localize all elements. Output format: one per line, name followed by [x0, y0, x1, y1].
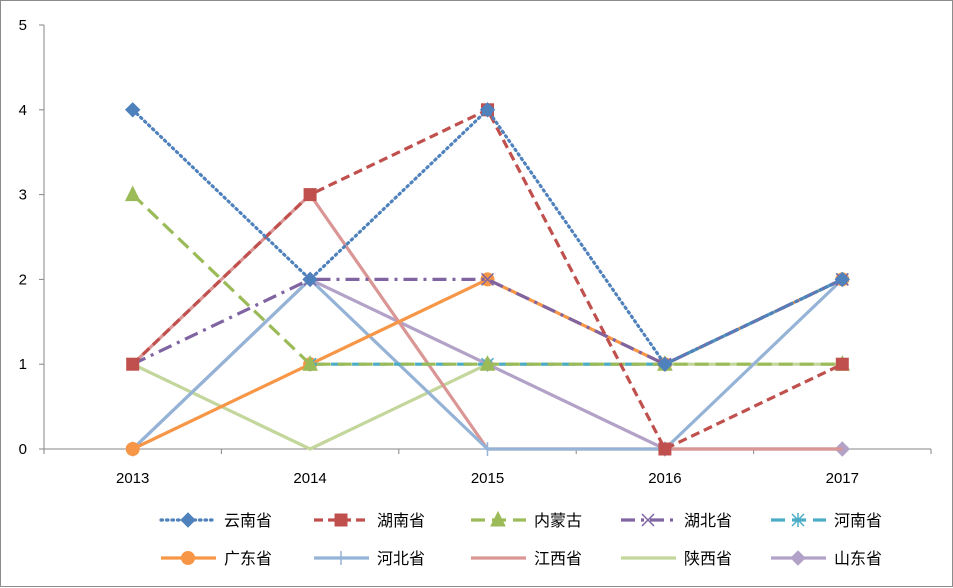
series-line — [132, 277, 843, 366]
legend-swatch-marker — [641, 513, 655, 527]
legend-item: 河南省 — [771, 511, 882, 530]
legend-swatch-marker — [180, 512, 196, 528]
legend-item: 云南省 — [159, 511, 272, 530]
legend-item: 河北省 — [314, 549, 425, 568]
legend-item: 陕西省 — [621, 549, 732, 568]
data-point — [302, 355, 318, 371]
legend-item: 内蒙古 — [471, 510, 582, 530]
axes: 0 1 2 3 4 5 2013 2014 2015 2016 2017 — [19, 17, 932, 487]
data-point — [303, 188, 317, 202]
x-tick-label: 2017 — [826, 470, 859, 487]
data-point — [479, 102, 496, 118]
data-point — [835, 357, 849, 371]
y-tick-label: 1 — [19, 356, 27, 373]
legend-swatch-marker — [490, 510, 506, 527]
data-point — [480, 272, 495, 286]
y-tick-label: 3 — [19, 187, 27, 204]
data-point — [658, 442, 672, 456]
series-line — [132, 362, 843, 451]
legend-swatch-marker — [334, 551, 348, 565]
data-point — [657, 356, 673, 372]
series-8 — [132, 362, 843, 451]
legend-label: 山东省 — [834, 549, 882, 568]
legend-label: 陕西省 — [684, 549, 732, 568]
legend-label: 湖北省 — [684, 511, 732, 530]
legend-label: 河北省 — [377, 549, 425, 568]
legend-label: 广东省 — [224, 549, 272, 568]
data-point — [124, 185, 141, 202]
legend-item: 山东省 — [771, 549, 882, 568]
data-point — [480, 442, 495, 456]
x-tick-label: 2014 — [293, 470, 326, 487]
legend-label: 江西省 — [534, 549, 582, 568]
data-point — [302, 271, 318, 288]
legend-label: 云南省 — [224, 511, 272, 530]
legend-swatch-marker — [791, 513, 805, 527]
series-7 — [131, 193, 843, 451]
y-tick-label: 4 — [19, 102, 27, 119]
marker-stroke — [641, 513, 655, 527]
data-point — [125, 442, 140, 456]
series-0 — [124, 102, 851, 372]
legend-swatch-marker — [181, 551, 195, 565]
legend-item: 湖南省 — [314, 511, 425, 530]
legend-item: 江西省 — [471, 549, 582, 568]
legend-label: 河南省 — [834, 511, 882, 530]
series-line — [131, 193, 843, 451]
data-point — [834, 271, 851, 288]
x-tick-label: 2016 — [648, 470, 681, 487]
x-tick-label: 2013 — [116, 470, 149, 487]
legend-item: 湖北省 — [621, 511, 732, 530]
legend-swatch-marker — [334, 513, 348, 527]
data-point — [124, 102, 141, 118]
data-point — [126, 357, 140, 371]
data-point — [479, 355, 496, 371]
y-tick-label: 5 — [19, 17, 27, 34]
legend-label: 湖南省 — [377, 511, 425, 530]
x-tick-label: 2015 — [471, 470, 504, 487]
legend-item: 广东省 — [161, 549, 272, 568]
y-tick-label: 0 — [19, 441, 27, 458]
series-layer — [124, 102, 851, 457]
legend-label: 内蒙古 — [534, 511, 582, 530]
series-line — [131, 108, 844, 366]
legend-swatch-marker — [790, 550, 806, 566]
marker-stroke — [480, 272, 495, 286]
y-tick-label: 2 — [19, 271, 27, 288]
